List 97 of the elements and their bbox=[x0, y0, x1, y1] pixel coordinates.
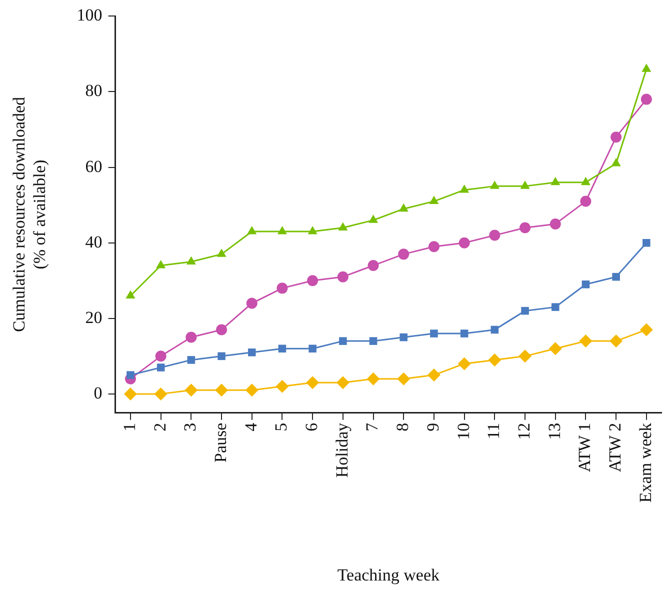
point bbox=[126, 371, 134, 379]
point bbox=[458, 357, 471, 370]
point bbox=[245, 384, 258, 397]
x-tick-label: 3 bbox=[180, 422, 200, 432]
point bbox=[187, 356, 196, 364]
point bbox=[640, 94, 652, 105]
point bbox=[306, 376, 320, 390]
point bbox=[430, 330, 438, 338]
point bbox=[156, 364, 165, 372]
point bbox=[216, 248, 226, 257]
point bbox=[155, 350, 166, 362]
point bbox=[551, 303, 560, 311]
point bbox=[277, 226, 287, 234]
x-tick-label: 4 bbox=[241, 422, 260, 432]
point bbox=[218, 352, 226, 360]
point bbox=[427, 368, 440, 382]
point bbox=[610, 132, 622, 143]
point bbox=[520, 180, 530, 189]
point bbox=[642, 64, 652, 72]
point bbox=[366, 372, 380, 386]
point bbox=[276, 282, 288, 294]
point bbox=[278, 344, 286, 353]
point bbox=[154, 387, 168, 400]
x-axis-title: Teaching week bbox=[337, 565, 440, 584]
point bbox=[428, 241, 440, 252]
point bbox=[460, 184, 470, 193]
point bbox=[550, 218, 561, 230]
point bbox=[582, 280, 590, 288]
point bbox=[337, 271, 348, 282]
x-tick-label: 12 bbox=[514, 422, 534, 440]
point bbox=[580, 196, 592, 207]
point bbox=[336, 376, 350, 390]
point bbox=[186, 256, 196, 264]
y-tick-label: 0 bbox=[94, 383, 102, 402]
x-tick-label: 1 bbox=[120, 422, 139, 432]
x-tick-label: 6 bbox=[302, 422, 322, 432]
point bbox=[368, 214, 378, 223]
point bbox=[156, 260, 166, 268]
y-axis-title: Cumulative resources downloaded (% of available) bbox=[10, 96, 50, 332]
x-tick-label: ATW 2 bbox=[606, 422, 625, 472]
x-tick-label: 2 bbox=[150, 422, 170, 432]
point bbox=[548, 342, 562, 356]
x-tick-label: 8 bbox=[393, 422, 412, 432]
point bbox=[308, 226, 318, 234]
point bbox=[489, 230, 500, 241]
point bbox=[247, 226, 257, 234]
point bbox=[640, 323, 653, 336]
point bbox=[579, 334, 592, 348]
point bbox=[460, 330, 468, 338]
point bbox=[186, 332, 197, 343]
point bbox=[429, 196, 439, 204]
point bbox=[490, 180, 500, 189]
y-tick-label: 60 bbox=[85, 156, 102, 176]
x-tick-label: Pause bbox=[210, 422, 230, 462]
x-tick-label: 11 bbox=[484, 422, 504, 440]
point bbox=[612, 272, 620, 281]
point bbox=[308, 344, 316, 353]
y-tick-label: 20 bbox=[85, 308, 102, 327]
point bbox=[398, 248, 410, 260]
x-tick-label: 5 bbox=[272, 422, 291, 432]
point bbox=[521, 306, 529, 315]
point bbox=[488, 353, 502, 366]
point bbox=[368, 260, 379, 272]
point bbox=[339, 337, 347, 345]
point bbox=[550, 176, 560, 186]
point bbox=[611, 158, 621, 166]
point bbox=[458, 237, 470, 248]
y-tick-label: 100 bbox=[76, 6, 102, 25]
y-tick-label: 80 bbox=[85, 81, 102, 100]
point bbox=[215, 384, 228, 397]
point bbox=[276, 380, 289, 393]
x-tick-label: Exam week bbox=[636, 422, 655, 503]
y-tick-label: 40 bbox=[85, 232, 102, 252]
point bbox=[518, 350, 532, 363]
point bbox=[369, 337, 378, 345]
point bbox=[124, 387, 137, 400]
x-tick-label: 10 bbox=[454, 422, 473, 440]
point bbox=[580, 176, 590, 186]
point bbox=[400, 333, 408, 342]
x-tick-label: Holiday bbox=[332, 422, 352, 478]
point bbox=[216, 324, 228, 336]
point bbox=[642, 238, 650, 247]
point bbox=[338, 222, 348, 230]
point bbox=[126, 290, 136, 298]
x-tick-label: ATW 1 bbox=[575, 422, 594, 472]
point bbox=[520, 222, 531, 234]
point bbox=[246, 298, 258, 309]
x-tick-label: 13 bbox=[544, 422, 564, 440]
point bbox=[610, 334, 623, 348]
point bbox=[184, 384, 198, 397]
x-tick-label: 9 bbox=[423, 422, 442, 432]
point bbox=[248, 348, 256, 356]
point bbox=[398, 203, 408, 212]
x-tick-label: 7 bbox=[362, 422, 382, 432]
point bbox=[490, 326, 499, 334]
point bbox=[397, 372, 410, 386]
point bbox=[307, 275, 318, 286]
